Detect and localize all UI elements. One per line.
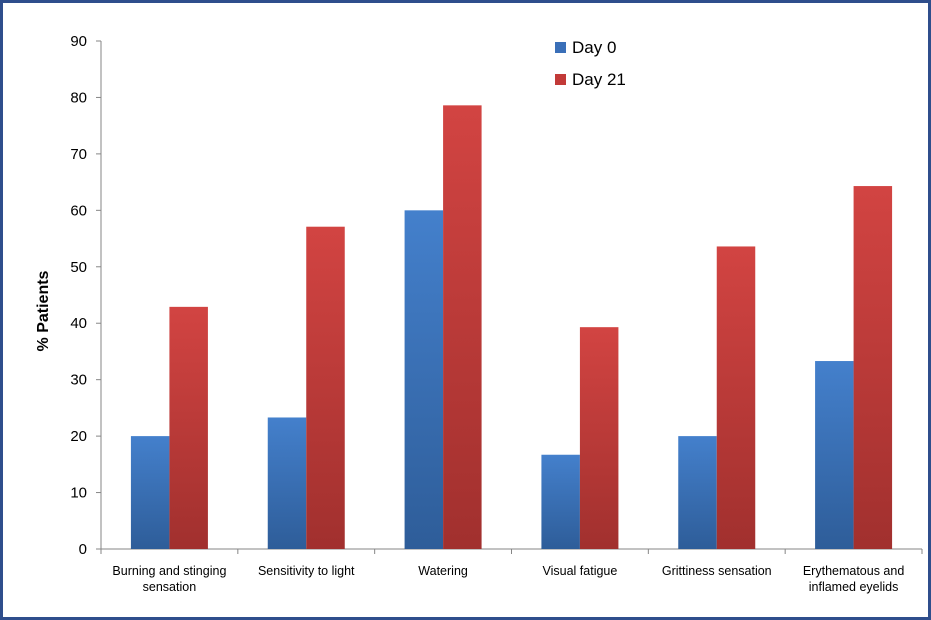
legend: Day 0 Day 21 — [555, 38, 626, 89]
bar-day-21 — [306, 226, 345, 550]
y-tick-label: 10 — [70, 485, 87, 502]
x-category-label: Sensitivity to light — [258, 564, 355, 578]
bar-day-0 — [404, 210, 444, 550]
legend-swatch — [555, 42, 566, 53]
legend-label: Day 21 — [572, 70, 626, 89]
bar-day-21 — [853, 186, 893, 549]
y-tick-label: 0 — [79, 541, 87, 558]
y-tick-label: 40 — [70, 315, 87, 332]
x-category-label: Visual fatigue — [543, 564, 618, 578]
y-tick-label: 20 — [70, 428, 87, 445]
legend-label: Day 0 — [572, 38, 616, 57]
x-category-label: Erythematous and inflamed eyelids — [803, 564, 904, 594]
bar-day-0 — [541, 454, 580, 549]
bar-day-21 — [443, 105, 482, 549]
x-axis: Burning and stinging sensation Sensitivity… — [100, 548, 923, 594]
bar-day-0 — [130, 436, 170, 549]
bar-day-0 — [267, 417, 307, 549]
x-category-label: Grittiness sensation — [662, 564, 772, 578]
bar-day-0 — [815, 361, 854, 549]
bar-day-21 — [579, 327, 619, 549]
bar-day-0 — [678, 436, 717, 549]
legend-swatch — [555, 74, 566, 85]
y-tick-label: 70 — [70, 146, 87, 163]
y-axis-title: % Patients — [35, 270, 52, 351]
x-category-label: Burning and stinging sensation — [112, 564, 226, 594]
y-axis: 0 10 20 30 40 50 60 70 80 90 — [70, 33, 102, 558]
y-tick-label: 90 — [70, 33, 87, 50]
y-tick-label: 60 — [70, 202, 87, 219]
bar-day-21 — [169, 306, 208, 549]
bar-day-21 — [716, 246, 756, 550]
bars — [130, 105, 893, 550]
y-tick-label: 80 — [70, 89, 87, 106]
y-tick-label: 30 — [70, 372, 87, 389]
x-category-label: Watering — [418, 564, 468, 578]
y-tick-label: 50 — [70, 259, 87, 276]
